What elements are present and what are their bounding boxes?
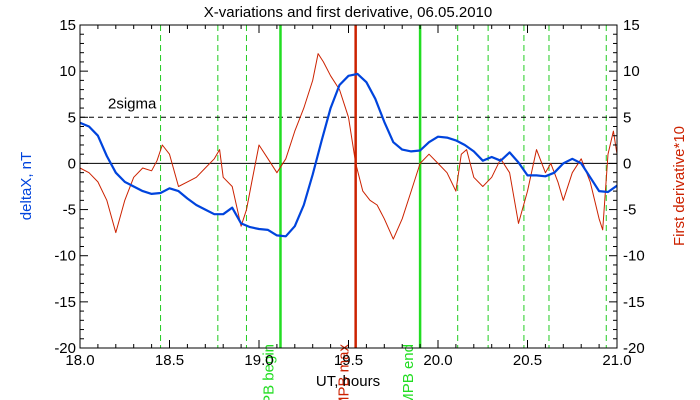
x-tick-label: 19.0 <box>244 352 273 369</box>
y-tick-label-left: 0 <box>68 155 76 172</box>
mpb-marker-label-0: MPB begin <box>261 344 278 400</box>
x-tick-label: 18.5 <box>155 352 184 369</box>
y-tick-label-left: 15 <box>59 17 76 34</box>
series-line-derivative <box>80 53 617 240</box>
y-axis-label-right: First derivative*10 <box>671 126 688 246</box>
mpb-markers <box>279 25 422 348</box>
candidate-lines <box>160 25 607 348</box>
y-tick-label-right: 15 <box>623 17 640 34</box>
y-tick-label-left: -15 <box>54 294 76 311</box>
x-tick-label: 19.5 <box>334 352 363 369</box>
reference-lines <box>80 116 617 164</box>
y-tick-label-right: -10 <box>623 248 645 265</box>
y-axis-label-left: deltaX, nT <box>18 152 35 220</box>
axes: 18.0 18.5 19.0 19.5 20.0 20.5 21.0-20 -20-15 -15… <box>54 17 644 369</box>
series-line-deltaX <box>80 72 617 238</box>
y-tick-label-right: 10 <box>623 63 640 80</box>
y-tick-label-right: -15 <box>623 294 645 311</box>
plot-area <box>80 25 617 348</box>
y-tick-label-left: -5 <box>63 202 76 219</box>
mpb-marker-label-2: MPB end <box>400 344 417 400</box>
x-axis-label: UT, hours <box>316 373 380 390</box>
y-tick-label-left: 5 <box>68 109 76 126</box>
chart-title: X-variations and first derivative, 06.05… <box>204 4 493 21</box>
mpb-marker-label-1: MPB max <box>336 344 353 400</box>
y-tick-label-left: -20 <box>54 340 76 357</box>
series-lines <box>80 53 617 240</box>
y-tick-label-left: 10 <box>59 63 76 80</box>
sigma-label: 2sigma <box>108 95 157 112</box>
annotations: MPB begin MPB max MPB end 2sigma <box>108 95 417 400</box>
x-tick-label: 20.0 <box>423 352 452 369</box>
x-tick-label: 18.0 <box>65 352 94 369</box>
y-tick-label-right: 0 <box>623 155 631 172</box>
y-tick-label-left: -10 <box>54 248 76 265</box>
y-tick-label-right: 5 <box>623 109 631 126</box>
x-tick-label: 20.5 <box>513 352 542 369</box>
y-tick-label-right: -5 <box>623 202 636 219</box>
y-tick-label-right: -20 <box>623 340 645 357</box>
x-tick-label: 21.0 <box>602 352 631 369</box>
